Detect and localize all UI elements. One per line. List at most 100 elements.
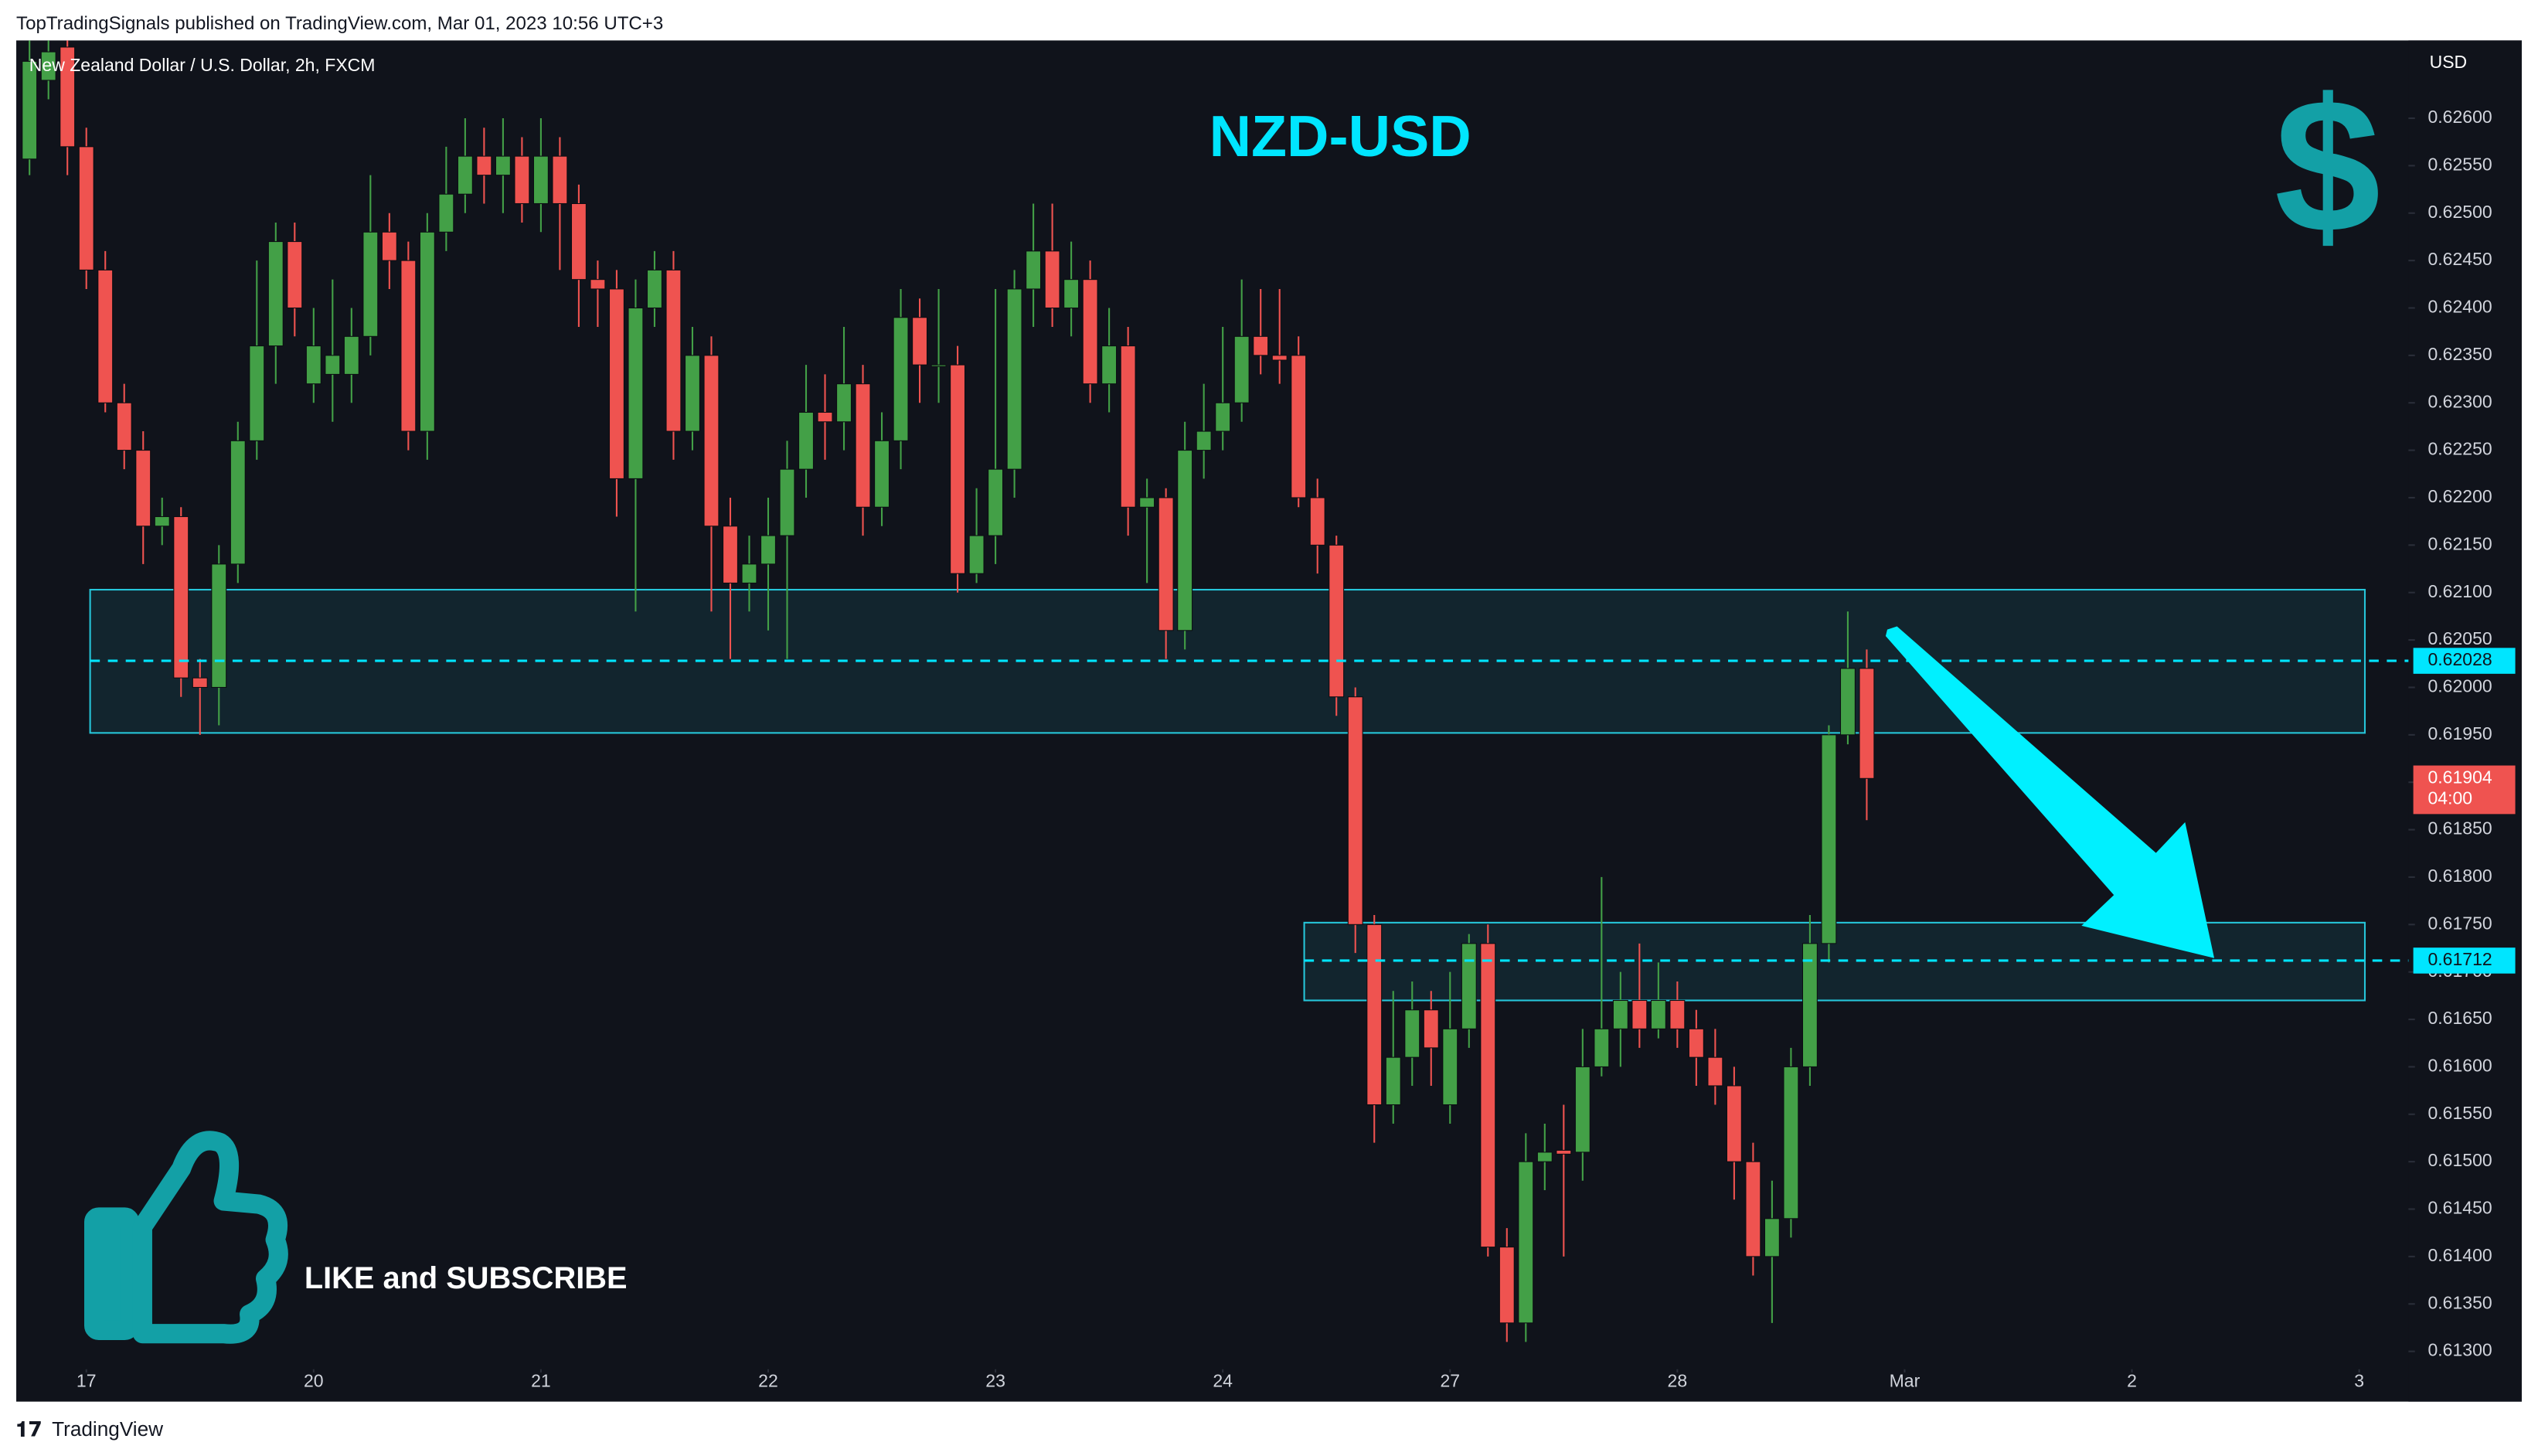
candle-body (1726, 1085, 1742, 1162)
y-tick-label: 0.62450 (2427, 249, 2492, 269)
candle-body (1707, 1056, 1723, 1087)
candle-body (590, 279, 606, 290)
candle-body (1499, 1247, 1515, 1324)
candle-body (647, 269, 662, 309)
candle-body (1631, 999, 1648, 1029)
y-tick-label: 0.62200 (2427, 486, 2492, 506)
level-label: 0.62028 (2427, 649, 2492, 669)
x-tick-label: 20 (304, 1371, 324, 1391)
candle-body (1518, 1161, 1534, 1324)
y-tick-label: 0.62300 (2427, 391, 2492, 411)
level-tag (2413, 947, 2516, 974)
candle-body (1612, 999, 1628, 1029)
candle-body (1215, 402, 1231, 432)
y-tick-label: 0.62150 (2427, 533, 2492, 553)
last-price-tag (2413, 765, 2516, 815)
y-tick-label: 0.61300 (2427, 1340, 2492, 1360)
candle-body (22, 60, 38, 160)
candle-body (381, 231, 397, 261)
y-tick-label: 0.61950 (2427, 723, 2492, 743)
candle-body (1574, 1066, 1591, 1153)
candle-body (325, 355, 341, 375)
candle-body (685, 355, 700, 432)
candle-body (192, 677, 208, 688)
candle-body (438, 193, 454, 233)
candle-body (1253, 335, 1269, 356)
candle-body (305, 345, 322, 385)
x-tick-label: 3 (2354, 1371, 2364, 1391)
candle-body (1347, 696, 1363, 925)
candle-body (97, 269, 114, 403)
candle-body (1594, 1028, 1610, 1067)
x-tick-label: 17 (77, 1371, 97, 1391)
currency-label: USD (2430, 52, 2468, 72)
candle-body (1801, 943, 1818, 1067)
candle-body (1233, 335, 1250, 403)
chart-layer: 0.61300 0.61350 0.61400 0.61450 0.61500 0.615… (22, 40, 2522, 1402)
candle-body (514, 155, 530, 204)
candle-body (760, 535, 776, 565)
caption: LIKE and SUBSCRIBE (304, 1261, 628, 1295)
candle-body (343, 335, 359, 375)
y-tick-label: 0.62100 (2427, 581, 2492, 601)
candle-body (1006, 288, 1022, 470)
candle-body (154, 515, 170, 527)
candle-body (1026, 250, 1042, 290)
candle-body (1745, 1161, 1761, 1257)
candle-body (1480, 943, 1496, 1248)
candle-body (988, 468, 1004, 536)
y-tick-label: 0.62350 (2427, 344, 2492, 364)
countdown-label: 04:00 (2427, 788, 2472, 808)
candle-body (1536, 1152, 1553, 1162)
candle-body (1556, 1149, 1572, 1155)
candle-body (1101, 345, 1118, 385)
candle-body (1177, 450, 1193, 631)
candle-body (135, 450, 151, 527)
candle-body (1839, 668, 1856, 736)
candle-body (211, 563, 227, 688)
candle-body (1442, 1028, 1458, 1106)
candle-body (249, 345, 265, 441)
candle-body (836, 383, 852, 423)
last-price-label: 0.61904 (2427, 767, 2492, 787)
level-tag (2413, 648, 2516, 674)
candle-body (173, 515, 189, 679)
candle-body (116, 402, 132, 451)
candle-body (1385, 1056, 1401, 1106)
target-arrow (1885, 626, 2215, 958)
candle-body (570, 202, 587, 281)
candle-body (1120, 345, 1136, 508)
candle-body (78, 146, 94, 270)
candle-body (893, 317, 909, 441)
y-tick-label: 0.62500 (2427, 202, 2492, 222)
candle-body (855, 383, 871, 508)
y-tick-label: 0.61650 (2427, 1008, 2492, 1028)
dollar-badge: $ (2274, 60, 2380, 273)
y-tick-label: 0.61350 (2427, 1292, 2492, 1312)
tv-logo: ⁠𝟏𝟳 (16, 1417, 43, 1441)
candle-body (1044, 250, 1060, 309)
y-tick-label: 0.62000 (2427, 676, 2492, 696)
candle-body (912, 317, 928, 366)
candle-body (1082, 279, 1098, 385)
candle-body (1650, 999, 1666, 1029)
candle-body (1859, 668, 1875, 779)
x-tick-label: 21 (531, 1371, 551, 1391)
candle-body (1764, 1218, 1780, 1257)
candle-body (1329, 544, 1345, 698)
candle-body (476, 155, 492, 176)
candle-body (950, 364, 966, 574)
candle-body (930, 364, 947, 367)
candle-body (1783, 1066, 1799, 1220)
y-tick-label: 0.62050 (2427, 628, 2492, 648)
candle-body (741, 563, 757, 583)
candle-body (1404, 1009, 1420, 1058)
x-tick-label: 2 (2127, 1371, 2137, 1391)
publish-header: TopTradingSignals published on TradingVi… (16, 13, 663, 34)
candle-body (1688, 1028, 1704, 1058)
y-tick-label: 0.62400 (2427, 297, 2492, 317)
candle-body (1423, 1009, 1439, 1049)
level-label: 0.61712 (2427, 949, 2492, 969)
candle-body (532, 155, 549, 204)
candle-body (1158, 497, 1174, 631)
